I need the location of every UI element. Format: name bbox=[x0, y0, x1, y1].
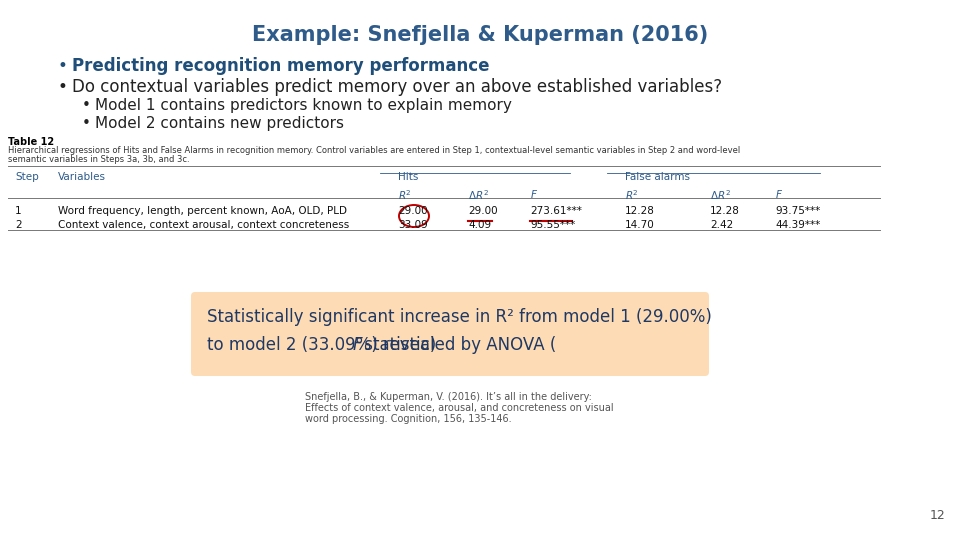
Text: $R^2$: $R^2$ bbox=[398, 188, 412, 202]
Text: Table 12: Table 12 bbox=[8, 137, 54, 147]
Text: $\Delta R^2$: $\Delta R^2$ bbox=[710, 188, 731, 202]
Text: 93.75***: 93.75*** bbox=[775, 206, 820, 216]
Text: 273.61***: 273.61*** bbox=[530, 206, 582, 216]
Text: Word frequency, length, percent known, AoA, OLD, PLD: Word frequency, length, percent known, A… bbox=[58, 206, 347, 216]
Text: •: • bbox=[82, 98, 91, 113]
Text: 1: 1 bbox=[15, 206, 22, 216]
Text: Context valence, context arousal, context concreteness: Context valence, context arousal, contex… bbox=[58, 220, 349, 230]
Text: 4.09: 4.09 bbox=[468, 220, 492, 230]
FancyBboxPatch shape bbox=[191, 292, 709, 376]
Text: Model 2 contains new predictors: Model 2 contains new predictors bbox=[95, 116, 344, 131]
Text: $F$: $F$ bbox=[530, 188, 539, 200]
Text: 12.28: 12.28 bbox=[625, 206, 655, 216]
Text: •: • bbox=[82, 116, 91, 131]
Text: $F$: $F$ bbox=[775, 188, 783, 200]
Text: 2: 2 bbox=[15, 220, 22, 230]
Text: F: F bbox=[352, 336, 362, 354]
Text: •: • bbox=[58, 57, 68, 75]
Text: Do contextual variables predict memory over an above established variables?: Do contextual variables predict memory o… bbox=[72, 78, 722, 96]
Text: $\Delta R^2$: $\Delta R^2$ bbox=[468, 188, 489, 202]
Text: Model 1 contains predictors known to explain memory: Model 1 contains predictors known to exp… bbox=[95, 98, 512, 113]
Text: •: • bbox=[58, 78, 68, 96]
Text: semantic variables in Steps 3a, 3b, and 3c.: semantic variables in Steps 3a, 3b, and … bbox=[8, 155, 190, 164]
Text: Predicting recognition memory performance: Predicting recognition memory performanc… bbox=[72, 57, 490, 75]
Text: Effects of context valence, arousal, and concreteness on visual: Effects of context valence, arousal, and… bbox=[305, 403, 613, 413]
Text: 29.00: 29.00 bbox=[398, 206, 427, 216]
Text: False alarms: False alarms bbox=[625, 172, 690, 182]
Text: 12.28: 12.28 bbox=[710, 206, 740, 216]
Text: 12: 12 bbox=[929, 509, 945, 522]
Text: statistic): statistic) bbox=[359, 336, 437, 354]
Text: Example: Snefjella & Kuperman (2016): Example: Snefjella & Kuperman (2016) bbox=[252, 25, 708, 45]
Text: Hierarchical regressions of Hits and False Alarms in recognition memory. Control: Hierarchical regressions of Hits and Fal… bbox=[8, 146, 740, 155]
Text: Statistically significant increase in R² from model 1 (29.00%): Statistically significant increase in R²… bbox=[207, 308, 712, 326]
Text: 33.09: 33.09 bbox=[398, 220, 428, 230]
Text: Snefjella, B., & Kuperman, V. (2016). It’s all in the delivery:: Snefjella, B., & Kuperman, V. (2016). It… bbox=[305, 392, 592, 402]
Text: $R^2$: $R^2$ bbox=[625, 188, 638, 202]
Text: to model 2 (33.09%) revealed by ANOVA (: to model 2 (33.09%) revealed by ANOVA ( bbox=[207, 336, 556, 354]
Text: 14.70: 14.70 bbox=[625, 220, 655, 230]
Text: word processing. Cognition, 156, 135-146.: word processing. Cognition, 156, 135-146… bbox=[305, 414, 512, 424]
Text: 95.55***: 95.55*** bbox=[530, 220, 575, 230]
Text: Variables: Variables bbox=[58, 172, 106, 182]
Text: 29.00: 29.00 bbox=[468, 206, 497, 216]
Text: 44.39***: 44.39*** bbox=[775, 220, 820, 230]
Text: 2.42: 2.42 bbox=[710, 220, 733, 230]
Text: Step: Step bbox=[15, 172, 38, 182]
Text: Hits: Hits bbox=[398, 172, 419, 182]
